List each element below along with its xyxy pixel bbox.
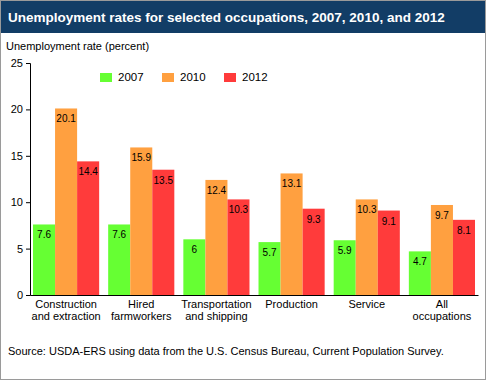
bar: [431, 205, 453, 295]
x-tick-label: Constructionand extraction: [32, 298, 101, 322]
bar: [334, 240, 356, 295]
plot: 0 5 10 15 20 25 Constructionand extraction Hire…: [11, 57, 479, 322]
bar: [183, 239, 205, 295]
legend-swatch: [100, 73, 112, 82]
legend-item: 2010: [162, 71, 206, 83]
x-tick: Hiredfarmworkers: [111, 295, 172, 322]
y-tick: 0: [17, 289, 30, 301]
bar: [409, 251, 431, 295]
data-label: 13.5: [154, 175, 174, 186]
legend: 2007 2010 2012: [100, 71, 268, 83]
x-tick-label: Service: [348, 298, 385, 310]
title: Unemployment rates for selected occupati…: [8, 10, 445, 25]
data-label: 15.9: [132, 152, 152, 163]
y-tick: 15: [11, 150, 30, 162]
data-label: 6: [192, 244, 198, 255]
y-tick: 25: [11, 57, 30, 69]
y-tick-mark: [26, 202, 30, 203]
y-tick-label: 10: [11, 196, 23, 208]
legend-swatch: [162, 73, 174, 82]
y-tick-label: 25: [11, 57, 23, 69]
data-label: 14.4: [78, 166, 98, 177]
legend-item: 2012: [224, 71, 268, 83]
data-label: 8.1: [457, 225, 471, 236]
data-label: 13.1: [282, 178, 302, 189]
x-axis-line: [31, 295, 479, 296]
bar: [130, 147, 152, 295]
bar: [281, 173, 303, 295]
chart: Unemployment rates for selected occupati…: [0, 0, 486, 380]
x-axis: Constructionand extraction Hiredfarmworke…: [31, 295, 479, 322]
data-labels: 7.6 7.6 6 5.7 5.9 4.7 20.1 15.9 12.4 13.1 10.3 9.7 1…: [37, 113, 471, 267]
data-label: 9.7: [435, 210, 449, 221]
y-tick-mark: [26, 156, 30, 157]
y-tick: 20: [11, 103, 30, 115]
y-tick-label: 0: [17, 289, 23, 301]
bar: [77, 161, 99, 295]
x-tick-label: Transportationand shipping: [181, 298, 252, 322]
bar: [378, 211, 400, 295]
bar: [259, 242, 281, 295]
bar: [356, 199, 378, 295]
y-tick-mark: [26, 63, 30, 64]
data-label: 5.7: [263, 247, 277, 258]
y-axis: 0 5 10 15 20 25: [11, 57, 31, 301]
bar: [303, 209, 325, 295]
data-label: 10.3: [357, 204, 377, 215]
bar: [33, 224, 55, 295]
y-tick-mark: [26, 295, 30, 296]
bar: [227, 199, 249, 295]
y-tick-label: 5: [17, 243, 23, 255]
y-tick: 10: [11, 196, 30, 208]
y-tick-label: 15: [11, 150, 23, 162]
y-axis-title: Unemployment rate (percent): [6, 40, 149, 52]
x-tick-label: Production: [265, 298, 318, 310]
data-label: 7.6: [112, 229, 126, 240]
y-axis-line: [26, 64, 31, 296]
legend-label: 2012: [242, 71, 268, 83]
data-label: 9.3: [307, 214, 321, 225]
legend-item: 2007: [100, 71, 144, 83]
legend-label: 2007: [118, 71, 144, 83]
bars: [33, 108, 475, 295]
data-label: 10.3: [229, 204, 249, 215]
x-tick-label: Hiredfarmworkers: [111, 298, 172, 322]
data-label: 7.6: [37, 229, 51, 240]
y-tick-mark: [26, 249, 30, 250]
x-tick: Alloccupations: [413, 295, 472, 322]
x-tick: Service: [348, 295, 385, 310]
x-tick: Production: [265, 295, 318, 310]
legend-swatch: [224, 73, 236, 82]
x-tick: Transportationand shipping: [181, 295, 252, 322]
bar: [108, 224, 130, 295]
data-label: 5.9: [338, 245, 352, 256]
data-label: 9.1: [382, 216, 396, 227]
title-banner: [1, 1, 485, 33]
bar: [453, 220, 475, 295]
legend-label: 2010: [180, 71, 206, 83]
y-tick: 5: [17, 243, 30, 255]
y-tick-mark: [26, 109, 30, 110]
y-tick-label: 20: [11, 103, 23, 115]
bar: [152, 170, 174, 295]
data-label: 20.1: [56, 113, 76, 124]
x-tick: Constructionand extraction: [32, 295, 101, 322]
source-note: Source: USDA-ERS using data from the U.S…: [8, 345, 444, 357]
frame: [1, 1, 486, 380]
data-label: 4.7: [413, 256, 427, 267]
bar: [205, 180, 227, 295]
bar: [55, 108, 77, 295]
data-label: 12.4: [207, 185, 227, 196]
x-tick-label: Alloccupations: [413, 298, 472, 322]
